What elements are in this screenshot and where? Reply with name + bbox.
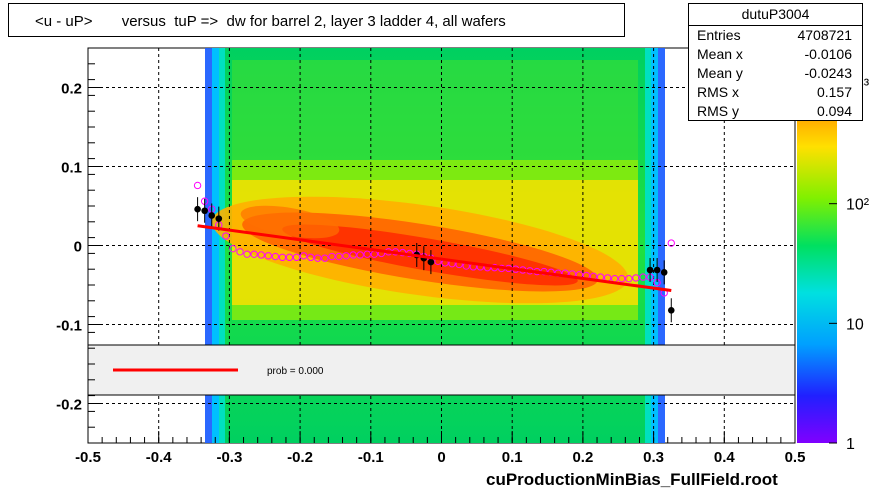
x-tick-label: -0.2: [287, 449, 313, 466]
stats-label: Entries: [697, 27, 741, 43]
open-marker: [321, 254, 329, 262]
open-marker: [285, 253, 294, 262]
open-marker: [328, 252, 336, 261]
x-tick-label: -0.1: [358, 449, 384, 466]
open-marker: [307, 253, 315, 262]
stats-label: Mean y: [697, 65, 743, 81]
stats-value: -0.0106: [804, 46, 852, 62]
stats-value: 0.094: [816, 103, 852, 119]
open-marker: [292, 253, 301, 262]
grid-lines: [88, 48, 795, 443]
colorbar-axis: 11010²10³: [829, 77, 870, 453]
stats-row: Entries 4708721: [697, 26, 852, 45]
stats-value: 4708721: [797, 27, 852, 43]
open-marker: [342, 252, 350, 260]
open-marker: [193, 181, 202, 190]
x-tick-label: 0.5: [785, 449, 806, 466]
y-axis: -0.2 -0.1 0 0.1 0.2: [56, 47, 102, 444]
open-marker: [356, 251, 364, 259]
open-marker: [314, 254, 322, 262]
open-marker: [349, 251, 357, 259]
stats-label: RMS y: [697, 103, 739, 119]
open-marker: [243, 250, 251, 258]
stats-value: -0.0243: [804, 65, 852, 81]
x-tick-label: 0.2: [572, 449, 593, 466]
profile-point: [201, 207, 208, 215]
x-tick-label: 0.3: [643, 449, 664, 466]
open-marker: [236, 248, 244, 256]
y-tick-label: 0: [74, 239, 82, 256]
profile-point: [646, 266, 654, 274]
open-marker: [257, 251, 265, 259]
colorbar-tick-label: 10: [846, 316, 864, 333]
x-tick-label: 0: [437, 449, 445, 466]
open-marker: [229, 244, 237, 253]
stats-box: dutuP3004 Entries 4708721 Mean x -0.0106…: [688, 3, 863, 121]
stats-row: Mean x -0.0106: [697, 45, 852, 64]
open-marker: [222, 232, 230, 240]
open-marker: [363, 250, 371, 258]
stats-row: RMS x 0.157: [697, 83, 852, 102]
footer-filename: cuProductionMinBias_FullField.root: [486, 470, 778, 489]
stats-row: RMS y 0.094: [697, 102, 852, 121]
profile-point: [194, 205, 201, 213]
chart-title: <u - uP> versus tuP => dw for barrel 2, …: [35, 13, 506, 30]
open-marker: [264, 252, 272, 260]
open-marker: [250, 250, 258, 258]
colorbar-tick-label: 10²: [846, 197, 870, 214]
open-marker: [625, 274, 633, 283]
open-marker: [667, 239, 675, 247]
x-tick-label: -0.5: [75, 449, 101, 466]
profile-point: [653, 266, 661, 274]
stats-label: Mean x: [697, 46, 743, 62]
open-marker: [271, 252, 280, 261]
profile-point: [427, 258, 435, 266]
y-tick-label: 0.2: [61, 81, 82, 98]
colorbar-tick-label: 1: [846, 436, 855, 453]
open-marker: [278, 253, 287, 262]
profile-point: [667, 306, 675, 314]
stats-row: Mean y -0.0243: [697, 64, 852, 83]
y-tick-label: -0.2: [56, 397, 82, 414]
legend-label: prob = 0.000: [267, 366, 324, 377]
x-tick-label: 0.1: [502, 449, 523, 466]
title-box: <u - uP> versus tuP => dw for barrel 2, …: [8, 3, 625, 37]
open-marker: [335, 252, 343, 261]
open-marker: [299, 252, 308, 260]
open-marker: [639, 273, 647, 281]
x-tick-label: -0.3: [216, 449, 242, 466]
stats-title: dutuP3004: [689, 6, 862, 26]
stats-value: 0.157: [816, 84, 852, 100]
x-tick-label: -0.4: [146, 449, 173, 466]
y-tick-label: 0.1: [61, 160, 82, 177]
x-axis: -0.5 -0.4 -0.3 -0.2 -0.1 0 0.1 0.2 0.3 0.4 0.5: [75, 431, 805, 466]
stats-label: RMS x: [697, 84, 739, 100]
profile-point: [215, 215, 223, 222]
y-tick-label: -0.1: [56, 318, 82, 335]
x-tick-label: 0.4: [714, 449, 736, 466]
profile-point: [208, 212, 216, 219]
fit-line: [197, 224, 672, 293]
profile-point: [660, 269, 668, 276]
legend: prob = 0.000: [87, 344, 796, 396]
open-marker: [632, 274, 640, 282]
open-marker: [618, 274, 626, 283]
